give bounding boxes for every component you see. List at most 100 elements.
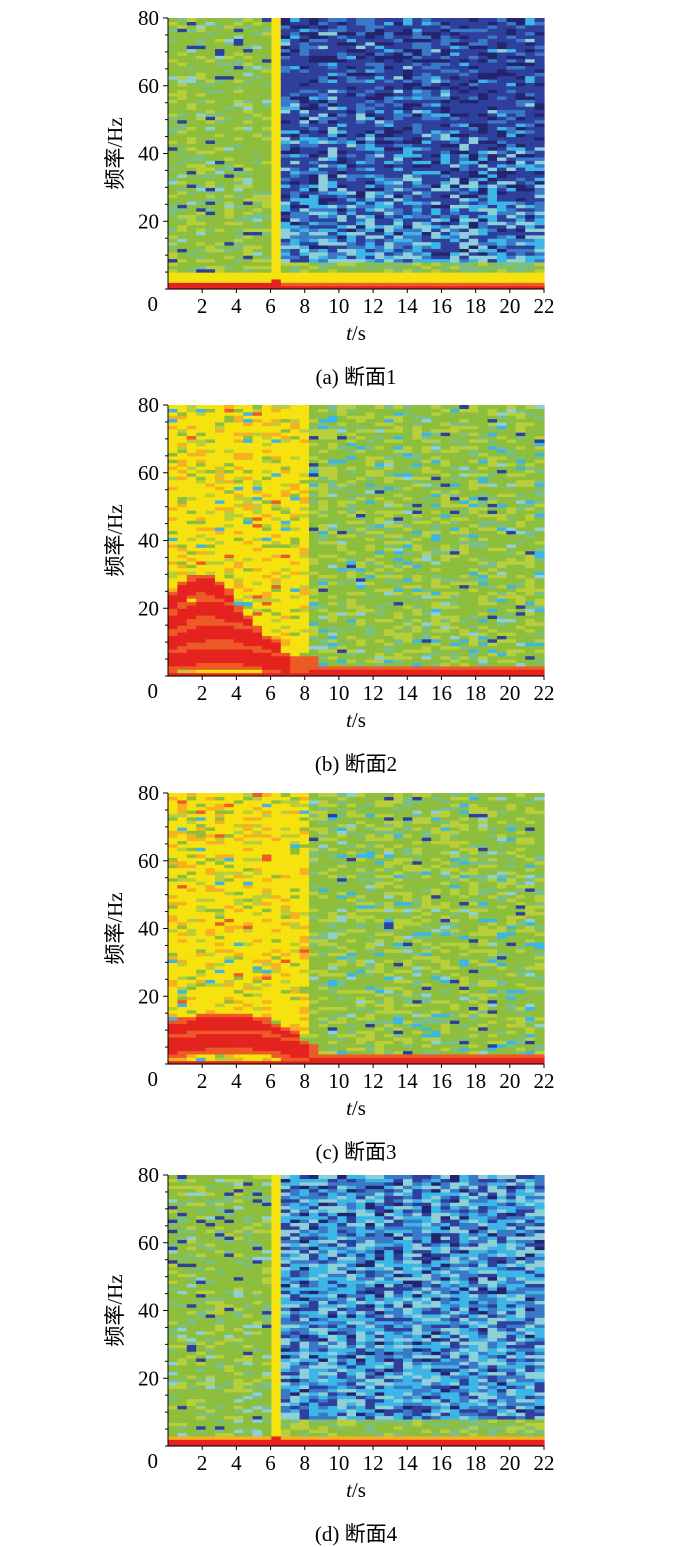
heatmap-cell <box>309 183 319 188</box>
heatmap-cell <box>309 156 319 161</box>
heatmap-cell <box>374 24 385 29</box>
heatmap-cell <box>186 577 197 582</box>
heatmap-cell <box>365 85 376 90</box>
heatmap-cell <box>384 72 395 77</box>
heatmap-cell <box>290 24 301 29</box>
heatmap-cell <box>403 194 413 199</box>
heatmap-cell <box>262 662 272 667</box>
heatmap-cell <box>393 48 404 53</box>
heatmap-cell <box>450 258 460 263</box>
heatmap-cell <box>177 170 188 175</box>
heatmap-cell <box>346 601 357 606</box>
heatmap-cell <box>243 462 254 467</box>
heatmap-cell <box>393 177 404 182</box>
heatmap-cell <box>168 543 178 548</box>
heatmap-cell <box>233 255 244 260</box>
heatmap-cell <box>365 173 376 178</box>
heatmap-cell <box>346 129 357 134</box>
heatmap-cell <box>243 89 254 94</box>
heatmap-cell <box>196 503 207 508</box>
heatmap-cell <box>168 499 178 504</box>
heatmap-cell <box>337 123 348 127</box>
heatmap-cell <box>196 428 207 433</box>
heatmap-cell <box>280 28 291 33</box>
heatmap-cell <box>412 160 423 165</box>
heatmap-cell <box>459 153 470 158</box>
heatmap-cell <box>393 190 404 195</box>
heatmap-cell <box>243 217 254 222</box>
heatmap-cell <box>421 89 432 94</box>
heatmap-cell <box>290 278 301 283</box>
heatmap-cell <box>168 95 178 100</box>
heatmap-cell <box>177 163 188 168</box>
heatmap-cell <box>534 72 545 77</box>
heatmap-cell <box>356 479 366 484</box>
heatmap-cell <box>186 18 197 22</box>
heatmap-cell <box>487 109 498 114</box>
heatmap-cell <box>280 116 291 121</box>
heatmap-cell <box>205 183 216 188</box>
heatmap-cell <box>318 462 329 467</box>
heatmap-cell <box>224 635 235 640</box>
heatmap-cell <box>309 278 319 283</box>
heatmap-cell <box>196 21 207 26</box>
heatmap-cell <box>440 282 451 287</box>
heatmap-cell <box>365 472 376 477</box>
heatmap-cell <box>205 594 216 599</box>
heatmap-cell <box>337 278 348 283</box>
heatmap-cell <box>243 75 254 80</box>
heatmap-cell <box>290 248 301 253</box>
heatmap-cell <box>468 194 479 199</box>
heatmap-cell <box>299 442 310 447</box>
heatmap-cell <box>205 65 216 70</box>
heatmap-cell <box>318 282 329 287</box>
heatmap-cell <box>384 51 395 56</box>
heatmap-cell <box>534 126 545 131</box>
heatmap-cell <box>299 476 310 481</box>
heatmap-cell <box>327 89 338 94</box>
heatmap-cell <box>318 591 329 596</box>
heatmap-cell <box>534 194 545 199</box>
heatmap-cell <box>327 272 338 277</box>
heatmap-cell <box>215 275 225 280</box>
x-tick-label: 4 <box>231 294 242 318</box>
heatmap-cell <box>365 533 376 538</box>
heatmap-cell <box>450 136 460 141</box>
heatmap-cell <box>205 462 216 467</box>
heatmap-cell <box>393 28 404 33</box>
heatmap-cell <box>337 285 348 290</box>
heatmap-cell <box>224 41 235 46</box>
heatmap-cell <box>233 231 244 236</box>
heatmap-cell <box>440 265 451 270</box>
heatmap-cell <box>393 234 404 239</box>
heatmap-cell <box>299 58 310 63</box>
heatmap-cell <box>280 248 291 253</box>
heatmap-cell <box>497 133 507 138</box>
heatmap-cell <box>468 89 479 94</box>
heatmap-cell <box>233 180 244 185</box>
heatmap-cell <box>271 405 282 409</box>
heatmap-cell <box>262 139 272 144</box>
heatmap-cell <box>224 506 235 511</box>
heatmap-cell <box>450 197 460 202</box>
heatmap-cell <box>271 669 282 674</box>
heatmap-cell <box>290 139 301 144</box>
heatmap-cell <box>487 156 498 161</box>
heatmap-cell <box>356 598 366 603</box>
heatmap-cell <box>403 34 413 39</box>
heatmap-cell <box>224 126 235 131</box>
heatmap-cell <box>205 106 216 111</box>
heatmap-cell <box>403 285 413 290</box>
heatmap-cell <box>233 594 244 599</box>
heatmap-cell <box>196 78 207 83</box>
heatmap-cell <box>177 21 188 26</box>
heatmap-cell <box>186 418 197 423</box>
heatmap-cell <box>168 428 178 433</box>
heatmap-cell <box>271 231 282 236</box>
heatmap-cell <box>431 75 442 80</box>
heatmap-cell <box>233 75 244 80</box>
heatmap-cell <box>262 574 272 579</box>
heatmap-cell <box>224 476 235 481</box>
heatmap-cell <box>384 224 395 229</box>
heatmap-cell <box>205 119 216 124</box>
